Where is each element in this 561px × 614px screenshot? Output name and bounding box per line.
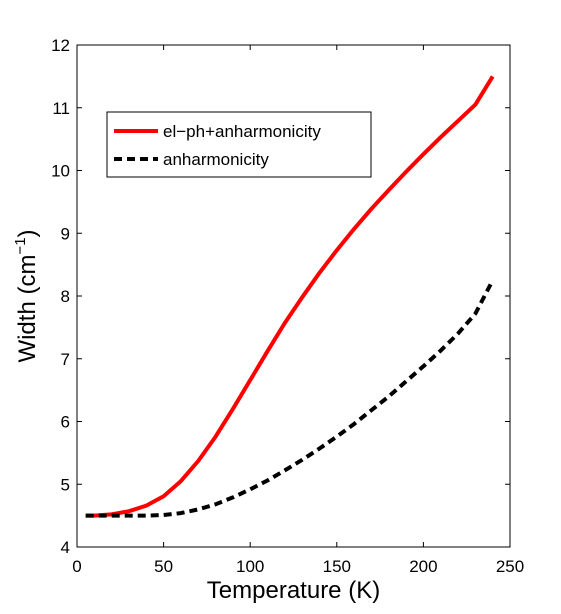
y-axis-title-main: Width (cm [14,255,41,363]
legend-label-anharmonicity: anharmonicity [163,150,269,169]
y-tick-label-8: 8 [61,287,70,306]
y-tick-label-12: 12 [51,36,70,55]
x-axis-title: Temperature (K) [207,577,380,604]
x-tick-label-150: 150 [323,557,351,576]
x-tick-label-250: 250 [496,557,524,576]
x-tick-label-0: 0 [72,557,81,576]
y-tick-label-10: 10 [51,162,70,181]
y-axis-title-close: ) [14,229,41,237]
y-tick-label-11: 11 [52,99,70,118]
series-layer [85,75,495,518]
series-line-anharmonicity [85,279,495,518]
y-tick-label-4: 4 [61,538,70,557]
legend-box [106,111,372,178]
x-tick-label-100: 100 [236,557,264,576]
x-tick-label-200: 200 [409,557,437,576]
y-axis-title: Width (cm−1) [12,229,41,362]
y-tick-label-9: 9 [61,224,70,243]
legend-label-el-ph-anharmonicity: el−ph+anharmonicity [163,122,321,141]
series-line-el-ph-anharmonicity [85,75,495,518]
legend: el−ph+anharmonicity anharmonicity [106,111,372,178]
axis-tick-labels: 0 50 100 150 200 250 4 5 6 7 8 9 10 11 12 [51,36,524,576]
y-axis-title-superscript: −1 [12,237,29,254]
y-tick-label-7: 7 [61,350,70,369]
y-tick-label-5: 5 [61,475,70,494]
y-tick-label-6: 6 [61,413,70,432]
x-tick-label-50: 50 [154,557,173,576]
axis-ticks [76,44,511,548]
